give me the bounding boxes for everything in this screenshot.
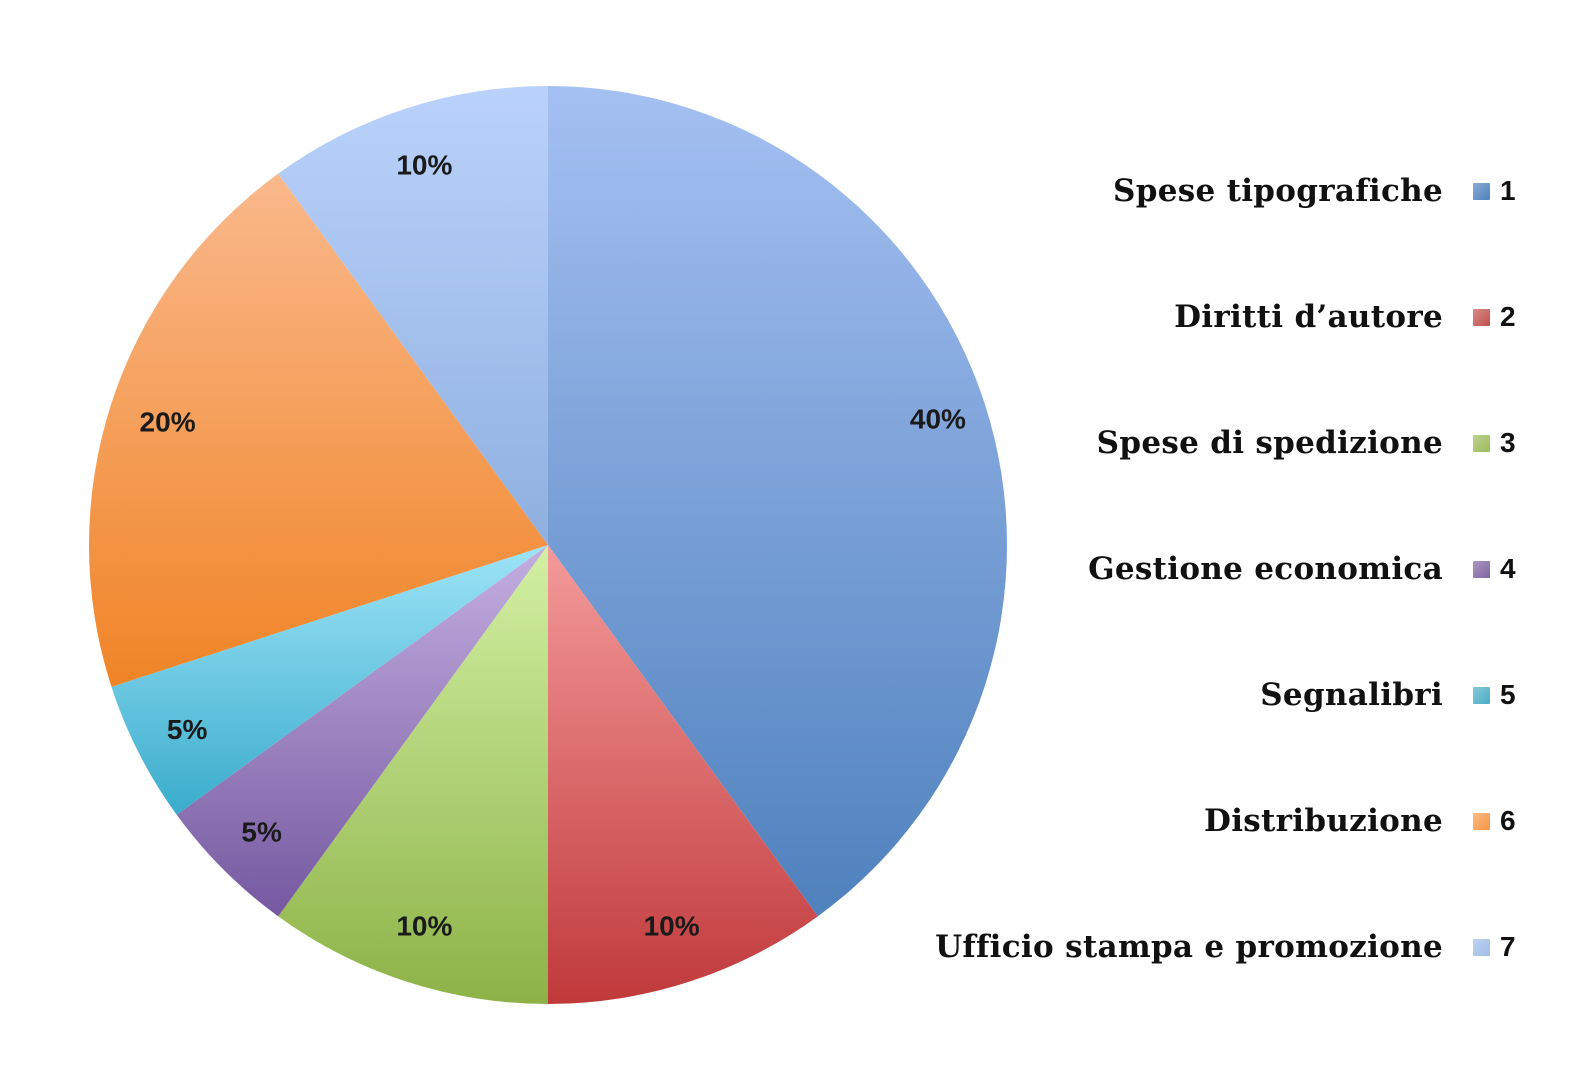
pie-labels: 40% 10% 10% 5% 5% 20% 10% bbox=[140, 150, 967, 942]
legend-item-4: Gestione economica 4 bbox=[760, 506, 1520, 632]
pie-label-5: 5% bbox=[167, 714, 208, 745]
legend-item-6: Distribuzione 6 bbox=[760, 758, 1520, 884]
legend-number: 2 bbox=[1500, 301, 1516, 332]
legend-label: Diritti d’autore bbox=[1174, 299, 1443, 335]
pie-label-7: 10% bbox=[396, 150, 452, 181]
pie-slices bbox=[89, 86, 1007, 1004]
pie-slice-4 bbox=[176, 545, 548, 917]
legend-label: Distribuzione bbox=[1204, 803, 1443, 839]
legend-number: 1 bbox=[1500, 175, 1516, 206]
legend-swatch bbox=[1473, 182, 1490, 200]
pie-label-4: 5% bbox=[241, 816, 282, 847]
legend-swatch bbox=[1473, 308, 1490, 326]
legend-item-3: Spese di spedizione 3 bbox=[760, 380, 1520, 506]
legend-number: 7 bbox=[1500, 931, 1516, 962]
legend-swatch bbox=[1473, 938, 1490, 956]
legend-item-5: Segnalibri 5 bbox=[760, 632, 1520, 758]
pie-slice-5 bbox=[111, 545, 548, 815]
pie-slice-6 bbox=[89, 173, 548, 687]
legend-number: 6 bbox=[1500, 805, 1516, 836]
legend-item-7: Ufficio stampa e promozione 7 bbox=[760, 884, 1520, 1010]
legend-label: Spese tipografiche bbox=[1113, 173, 1443, 209]
pie-slice-3 bbox=[278, 545, 548, 1004]
legend-item-2: Diritti d’autore 2 bbox=[760, 254, 1520, 380]
legend-label: Gestione economica bbox=[1088, 551, 1443, 587]
legend-label: Ufficio stampa e promozione bbox=[935, 929, 1443, 965]
legend-number: 4 bbox=[1500, 553, 1516, 584]
legend-swatch bbox=[1473, 560, 1490, 578]
pie-label-2: 10% bbox=[644, 910, 700, 941]
pie-label-6: 20% bbox=[140, 406, 196, 437]
pie-label-3: 10% bbox=[396, 910, 452, 941]
legend-number: 3 bbox=[1500, 427, 1516, 458]
pie-label-1: 40% bbox=[910, 403, 966, 434]
legend: Spese tipografiche 1 Diritti d’autore 2 … bbox=[760, 128, 1520, 1010]
legend-number: 5 bbox=[1500, 679, 1516, 710]
pie-slice-2 bbox=[548, 545, 818, 1004]
pie-slice-1 bbox=[548, 86, 1007, 917]
pie-slice-7 bbox=[278, 86, 548, 545]
legend-label: Segnalibri bbox=[1260, 677, 1443, 713]
legend-swatch bbox=[1473, 434, 1490, 452]
legend-item-1: Spese tipografiche 1 bbox=[760, 128, 1520, 254]
legend-swatch bbox=[1473, 686, 1490, 704]
legend-label: Spese di spedizione bbox=[1096, 425, 1443, 461]
legend-swatch bbox=[1473, 812, 1490, 830]
